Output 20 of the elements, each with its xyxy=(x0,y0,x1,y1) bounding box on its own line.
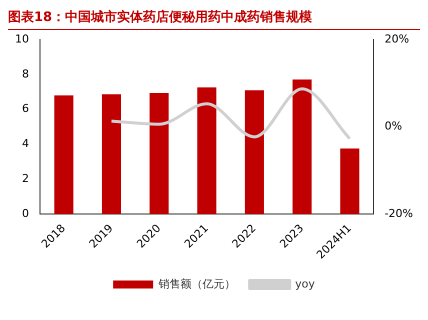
y-tick-label: 8 xyxy=(22,67,29,80)
bar xyxy=(102,94,122,214)
bar xyxy=(197,87,216,214)
legend-label: 销售额（亿元） xyxy=(158,277,236,290)
y-tick-label: 2 xyxy=(22,172,29,186)
y2-tick-label: 20% xyxy=(384,32,410,46)
bar xyxy=(54,95,74,214)
y-tick-label: 10 xyxy=(14,32,29,46)
legend-label: yoy xyxy=(295,277,316,290)
y2-tick-label: -20% xyxy=(384,206,414,220)
bar xyxy=(340,148,360,214)
bar xyxy=(150,92,169,214)
bar xyxy=(244,90,264,214)
bar xyxy=(292,80,312,214)
y-tick-label: 0 xyxy=(22,206,29,220)
chart-title: 图表18：中国城市实体药店便秘用药中成药销售规模 xyxy=(8,8,420,30)
y2-tick-label: 0% xyxy=(384,120,402,133)
y-tick-label: 6 xyxy=(22,102,29,116)
line-series xyxy=(110,87,352,140)
y-tick-label: 4 xyxy=(22,137,29,150)
